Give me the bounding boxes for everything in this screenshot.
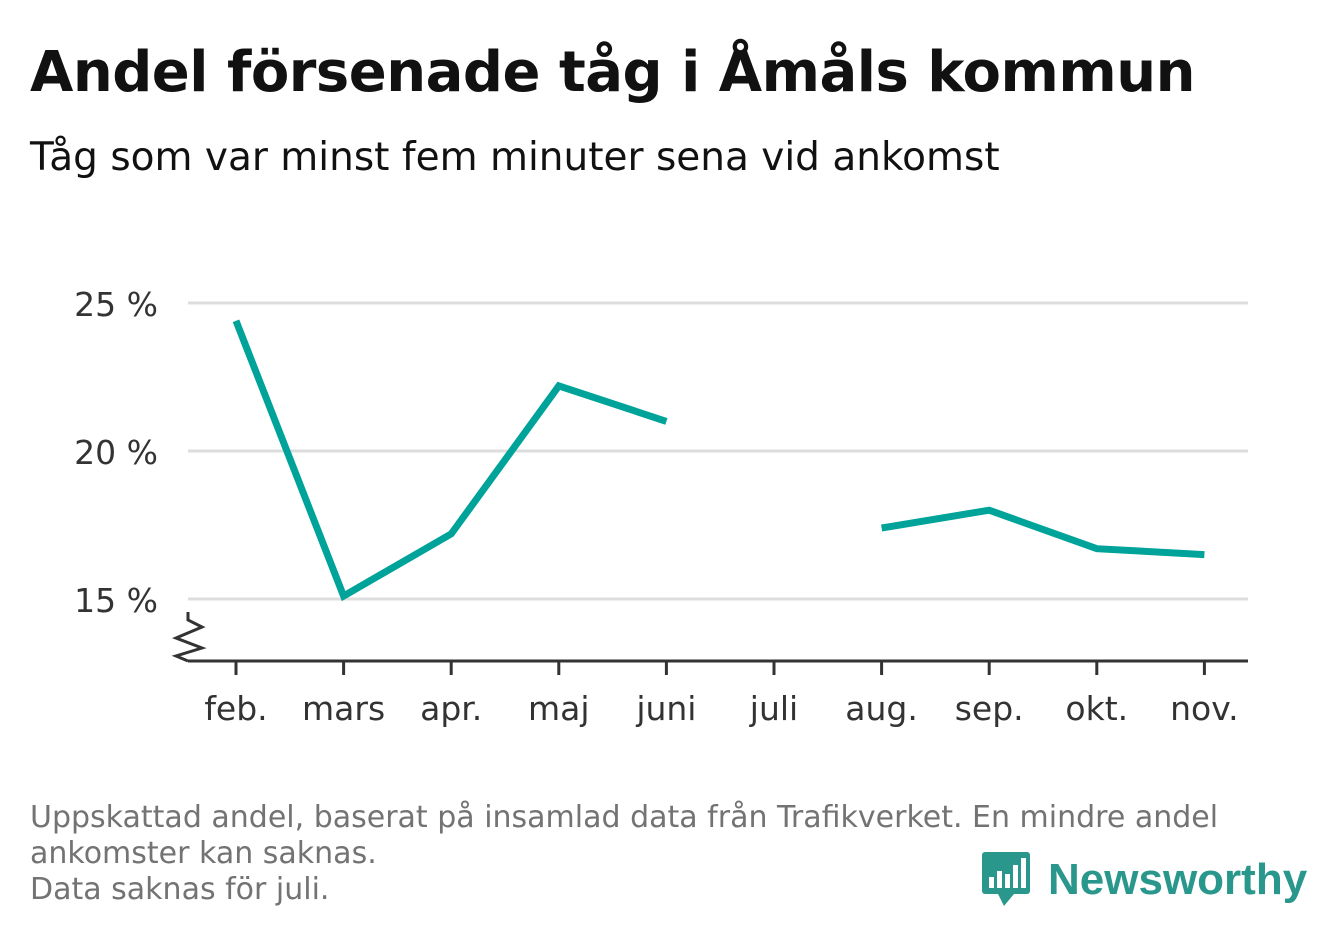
y-tick-label: 25 % bbox=[74, 285, 158, 324]
source-note: Uppskattad andel, baserat på insamlad da… bbox=[30, 800, 1280, 908]
x-tick-label: nov. bbox=[1170, 689, 1239, 728]
chart-subtitle: Tåg som var minst fem minuter sena vid a… bbox=[30, 135, 1000, 180]
grid-lines bbox=[188, 301, 1248, 601]
y-tick-label: 20 % bbox=[74, 433, 158, 472]
y-tick-labels: 15 % 20 % 25 % bbox=[74, 285, 158, 620]
x-tick-label: juli bbox=[749, 689, 798, 728]
x-tick-label: sep. bbox=[955, 689, 1024, 728]
chart-title: Andel försenade tåg i Åmåls kommun bbox=[30, 40, 1195, 105]
source-note-line-1: Uppskattad andel, baserat på insamlad da… bbox=[30, 800, 1219, 871]
x-tick-label: okt. bbox=[1065, 689, 1128, 728]
x-axis bbox=[171, 612, 1248, 675]
x-tick-label: maj bbox=[528, 689, 590, 728]
newsworthy-logo: Newsworthy bbox=[980, 850, 1307, 910]
x-tick-label: apr. bbox=[420, 689, 482, 728]
series-lines bbox=[232, 319, 1205, 602]
series-line-segment bbox=[881, 506, 1205, 559]
x-tick-label: mars bbox=[302, 689, 385, 728]
x-tick-label: aug. bbox=[845, 689, 918, 728]
axis-break-icon bbox=[171, 612, 207, 663]
y-tick-label: 15 % bbox=[74, 581, 158, 620]
series-line-segment bbox=[232, 319, 668, 602]
bar-chart-logo-icon bbox=[982, 852, 1030, 906]
brand-name: Newsworthy bbox=[1048, 855, 1308, 904]
x-tick-label: feb. bbox=[204, 689, 267, 728]
x-tick-labels: feb. mars apr. maj juni juli aug. sep. okt. nov. bbox=[204, 689, 1238, 728]
missing-data-note: Data saknas för juli. bbox=[30, 872, 330, 907]
x-tick-label: juni bbox=[635, 689, 696, 728]
